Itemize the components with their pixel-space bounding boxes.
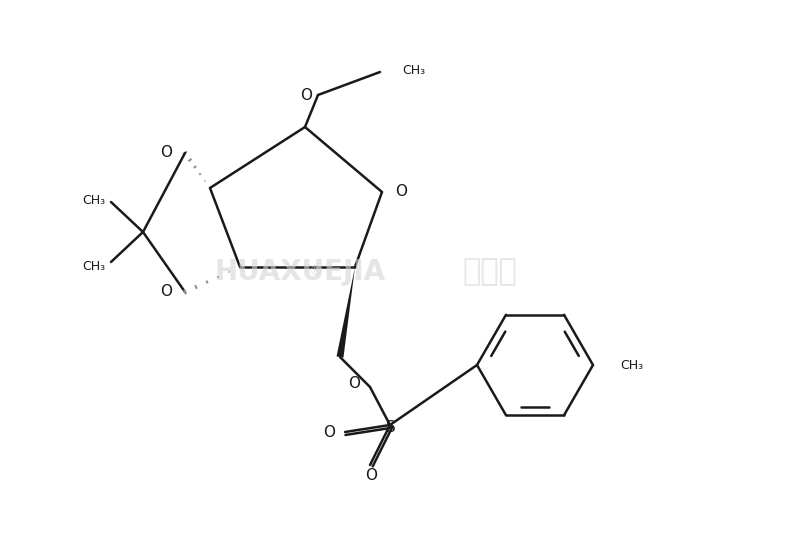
Text: CH₃: CH₃ — [82, 194, 105, 207]
Text: HUAXUEJIA: HUAXUEJIA — [214, 258, 385, 286]
Text: O: O — [300, 88, 312, 103]
Text: O: O — [160, 284, 172, 299]
Text: O: O — [395, 184, 407, 199]
Text: CH₃: CH₃ — [620, 359, 643, 372]
Text: O: O — [323, 425, 335, 440]
Text: O: O — [160, 145, 172, 160]
Text: O: O — [348, 376, 360, 391]
Text: S: S — [386, 420, 396, 435]
Polygon shape — [337, 267, 355, 358]
Text: ®: ® — [308, 265, 322, 279]
Text: CH₃: CH₃ — [82, 260, 105, 273]
Text: 化学加: 化学加 — [462, 257, 517, 287]
Text: CH₃: CH₃ — [402, 64, 425, 77]
Text: O: O — [365, 468, 377, 483]
